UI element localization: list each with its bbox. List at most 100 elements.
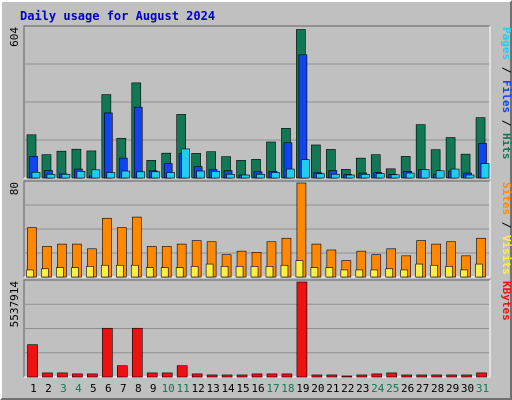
- bar-kbytes-day-10: [161, 372, 173, 378]
- day-label-8: 8: [135, 382, 142, 395]
- bar-kbytes-day-15: [236, 374, 248, 378]
- bar-kbytes-day-24: [371, 373, 383, 378]
- bar-kbytes-day-2: [42, 372, 53, 378]
- legend-part: Visits: [500, 235, 512, 275]
- ymax-label: 604: [8, 27, 21, 47]
- bar-sites-day-29: [445, 266, 453, 278]
- bar-pages-day-12: [196, 170, 205, 179]
- bar-kbytes-day-14: [221, 374, 233, 378]
- series-legend-label: KBytes: [500, 281, 512, 321]
- bar-kbytes-day-13: [206, 374, 218, 378]
- bar-pages-day-30: [465, 174, 475, 179]
- bar-sites-day-6: [101, 264, 109, 278]
- day-label-22: 22: [341, 382, 354, 395]
- bar-kbytes-day-17: [266, 373, 278, 378]
- bar-kbytes-day-19: [296, 281, 308, 378]
- day-label-21: 21: [326, 382, 339, 395]
- day-label-13: 13: [206, 382, 219, 395]
- bar-visits-day-1: [27, 227, 37, 278]
- day-label-6: 6: [105, 382, 112, 395]
- day-label-14: 14: [221, 382, 235, 395]
- panel-border-dark: [23, 279, 490, 377]
- day-label-24: 24: [371, 382, 385, 395]
- bar-pages-day-24: [375, 173, 385, 179]
- day-label-5: 5: [90, 382, 97, 395]
- bar-sites-day-26: [400, 269, 408, 278]
- series-legend-label: Sites / Visits: [500, 182, 512, 275]
- bar-pages-day-16: [256, 173, 265, 179]
- day-label-7: 7: [120, 382, 127, 395]
- day-label-30: 30: [461, 382, 474, 395]
- legend-part: /: [500, 113, 512, 133]
- day-label-4: 4: [75, 382, 82, 395]
- bar-pages-day-29: [450, 168, 460, 179]
- bar-sites-day-23: [355, 269, 364, 278]
- bar-kbytes-day-16: [251, 373, 263, 378]
- day-label-19: 19: [296, 382, 309, 395]
- bar-pages-day-27: [420, 169, 430, 179]
- bar-pages-day-25: [390, 174, 400, 179]
- bar-kbytes-day-9: [146, 372, 158, 378]
- bar-sites-day-4: [71, 267, 79, 278]
- bar-pages-day-31: [480, 163, 490, 179]
- legend-part: KBytes: [500, 281, 512, 321]
- bar-kbytes-day-26: [401, 374, 412, 378]
- day-label-23: 23: [356, 382, 369, 395]
- day-label-2: 2: [45, 382, 52, 395]
- bar-kbytes-day-28: [431, 374, 442, 378]
- bar-kbytes-day-29: [446, 374, 457, 378]
- day-label-16: 16: [251, 382, 264, 395]
- ymax-label: 5537914: [8, 281, 21, 328]
- day-label-1: 1: [30, 382, 37, 395]
- legend-part: Hits: [500, 133, 512, 160]
- bar-pages-day-15: [241, 174, 250, 179]
- panel-border-dark: [23, 25, 490, 178]
- bar-sites-day-16: [250, 266, 259, 278]
- day-label-3: 3: [60, 382, 67, 395]
- day-label-15: 15: [236, 382, 249, 395]
- bar-kbytes-day-31: [476, 372, 487, 378]
- bar-pages-day-26: [405, 172, 415, 179]
- bar-sites-day-25: [385, 268, 394, 278]
- bar-kbytes-day-12: [191, 373, 203, 378]
- chart-title: Daily usage for August 2024: [20, 9, 216, 23]
- day-label-18: 18: [281, 382, 294, 395]
- bar-pages-day-22: [346, 174, 355, 179]
- day-label-25: 25: [386, 382, 399, 395]
- bar-sites-day-7: [116, 264, 124, 278]
- bar-kbytes-day-21: [326, 374, 338, 378]
- bar-pages-day-21: [331, 173, 340, 179]
- bar-kbytes-day-20: [311, 374, 323, 378]
- bar-pages-day-19: [301, 159, 310, 179]
- bar-sites-day-20: [310, 267, 319, 278]
- day-label-28: 28: [431, 382, 444, 395]
- day-label-12: 12: [192, 382, 205, 395]
- bar-pages-day-7: [121, 170, 131, 179]
- bar-pages-day-10: [166, 172, 176, 179]
- bar-sites-day-15: [235, 266, 244, 278]
- day-label-31: 31: [476, 382, 489, 395]
- bar-kbytes-day-1: [27, 344, 38, 378]
- bar-kbytes-day-22: [341, 375, 353, 378]
- bar-kbytes-day-4: [72, 373, 83, 378]
- bar-pages-day-4: [76, 170, 86, 179]
- bar-sites-day-8: [130, 264, 139, 278]
- bar-pages-day-2: [46, 173, 56, 179]
- bar-kbytes-day-3: [57, 372, 68, 378]
- bar-pages-day-1: [31, 171, 41, 179]
- bar-sites-day-28: [430, 264, 438, 278]
- bar-kbytes-day-23: [356, 374, 368, 378]
- bar-sites-day-1: [26, 269, 34, 278]
- legend-part: Files: [500, 80, 512, 113]
- bar-pages-day-18: [286, 168, 295, 179]
- bar-sites-day-18: [280, 264, 289, 278]
- bar-kbytes-day-25: [386, 372, 398, 378]
- bar-sites-day-21: [325, 267, 334, 278]
- bar-sites-day-30: [460, 269, 468, 278]
- bar-sites-day-17: [265, 266, 274, 278]
- bar-pages-day-6: [106, 172, 116, 179]
- legend-part: /: [500, 60, 512, 80]
- bar-sites-day-14: [220, 266, 229, 278]
- bar-pages-day-13: [211, 170, 220, 179]
